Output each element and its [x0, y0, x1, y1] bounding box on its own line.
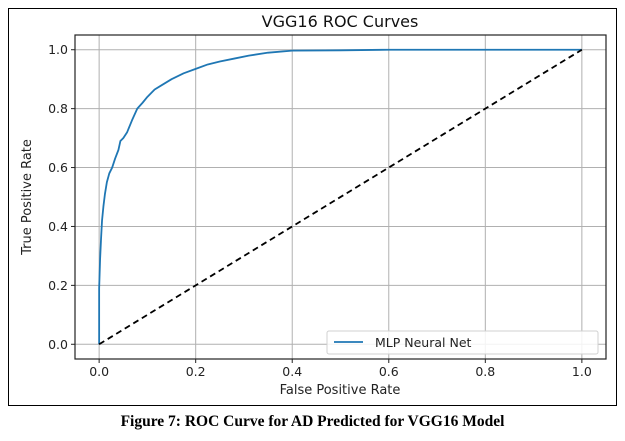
y-tick-label: 0.0	[48, 337, 68, 352]
plot-border	[74, 34, 607, 360]
x-tick-label: 0.8	[475, 364, 495, 379]
roc-curve-line	[98, 48, 582, 345]
legend-box	[326, 330, 599, 355]
tick-layer: 0.0 0.2 0.4 0.6 0.8 1.0 0.0 0.2 0.4 0.6 0.8 1.0	[48, 42, 592, 379]
y-axis-label: True Positive Rate	[20, 139, 35, 256]
y-tick-label: 0.2	[48, 278, 68, 293]
chart-title: VGG16 ROC Curves	[262, 12, 419, 31]
x-axis-label: False Positive Rate	[280, 383, 401, 398]
x-tick-label: 0.6	[379, 364, 399, 379]
series-layer	[98, 48, 583, 346]
x-tick-label: 0.2	[186, 364, 206, 379]
y-tick-label: 0.6	[48, 160, 68, 175]
y-tick-label: 0.8	[48, 101, 68, 116]
legend-label: MLP Neural Net	[375, 335, 472, 350]
x-tick-label: 1.0	[572, 364, 592, 379]
legend: MLP Neural Net	[326, 330, 599, 355]
y-tick-label: 1.0	[48, 42, 68, 57]
x-tick-label: 0.0	[89, 364, 109, 379]
figure-caption: Figure 7: ROC Curve for AD Predicted for…	[120, 413, 505, 430]
y-tick-label: 0.4	[48, 219, 68, 234]
chance-diagonal-line	[98, 48, 583, 346]
x-tick-label: 0.4	[282, 364, 302, 379]
